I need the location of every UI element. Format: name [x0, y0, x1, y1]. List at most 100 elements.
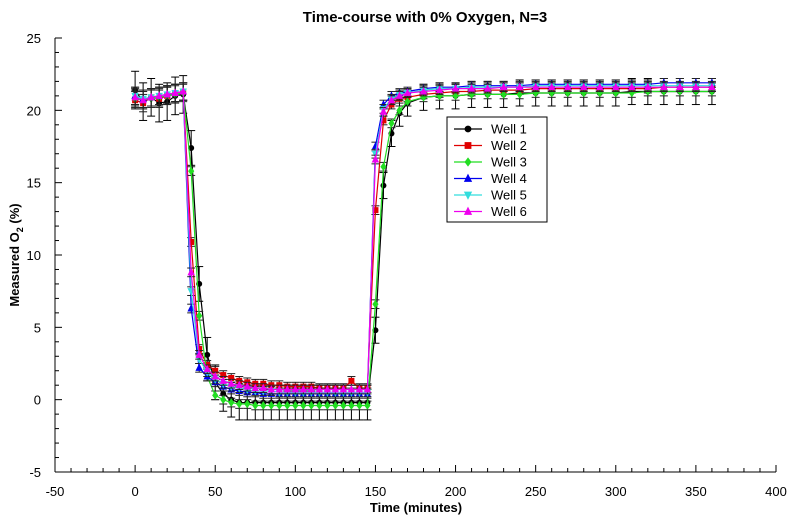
- chart-title: Time-course with 0% Oxygen, N=3: [303, 9, 547, 26]
- data-point: [204, 351, 211, 358]
- data-point: [267, 385, 276, 393]
- data-point: [171, 88, 179, 96]
- data-point: [372, 299, 379, 309]
- x-tick-label: 200: [445, 484, 467, 499]
- series-line: [134, 82, 712, 395]
- data-point: [516, 90, 523, 99]
- series-markers: [132, 84, 715, 392]
- error-bars: [131, 83, 716, 411]
- legend-label: Well 1: [491, 122, 527, 137]
- data-point: [348, 377, 355, 384]
- data-point: [228, 398, 235, 407]
- data-point: [196, 311, 203, 321]
- data-point: [315, 385, 324, 393]
- data-point: [395, 91, 404, 99]
- legend-label: Well 5: [491, 188, 527, 203]
- data-point: [227, 379, 235, 387]
- data-point: [692, 82, 700, 91]
- y-axis-label: Measured O2 (%): [7, 203, 25, 306]
- data-point: [355, 385, 364, 393]
- legend-item: Well 2: [454, 138, 527, 153]
- legend-marker: [463, 173, 473, 182]
- data-point: [332, 401, 339, 410]
- data-point: [292, 401, 299, 410]
- data-point: [155, 91, 163, 99]
- series-layer: [131, 70, 716, 421]
- x-tick-label: 150: [365, 484, 387, 499]
- legend-item: Well 3: [454, 155, 527, 170]
- y-axis-label-tail: (%): [7, 203, 22, 227]
- data-point: [483, 84, 492, 92]
- data-point: [316, 401, 323, 410]
- legend-item: Well 1: [454, 122, 527, 137]
- data-point: [435, 85, 444, 94]
- data-point: [212, 391, 219, 400]
- legend-marker: [464, 142, 472, 149]
- data-point: [291, 385, 300, 393]
- data-point: [283, 385, 292, 393]
- legend-item: Well 4: [454, 171, 527, 186]
- y-axis-label-main: Measured O: [7, 232, 22, 306]
- data-point: [612, 82, 620, 91]
- x-tick-label: 400: [765, 484, 787, 499]
- data-point: [300, 401, 307, 410]
- data-point: [188, 166, 195, 176]
- legend-label: Well 6: [491, 204, 527, 219]
- y-tick-label: 25: [27, 31, 41, 46]
- error-bars: [131, 82, 716, 393]
- data-point: [396, 106, 403, 115]
- error-bars: [131, 82, 716, 395]
- data-point: [404, 97, 411, 106]
- x-axis-label: Time (minutes): [370, 500, 462, 515]
- data-point: [323, 385, 332, 393]
- data-point: [299, 385, 308, 393]
- data-point: [260, 401, 267, 410]
- data-point: [356, 401, 363, 410]
- data-point: [331, 385, 340, 393]
- data-point: [236, 399, 243, 409]
- series-line: [134, 90, 712, 407]
- data-point: [579, 82, 588, 91]
- data-point: [499, 82, 508, 91]
- data-point: [340, 401, 347, 410]
- data-point: [371, 155, 380, 163]
- data-point: [347, 385, 356, 393]
- data-point: [147, 92, 155, 101]
- series-markers: [131, 78, 716, 397]
- legend-item: Well 6: [454, 204, 527, 219]
- data-point: [179, 87, 187, 95]
- series-markers: [131, 82, 716, 397]
- y-tick-label: 15: [27, 176, 41, 191]
- y-tick-label: 5: [34, 320, 41, 335]
- data-point: [348, 401, 355, 410]
- series-line: [134, 85, 712, 393]
- legend-marker: [463, 206, 473, 215]
- legend-marker: [463, 191, 473, 200]
- data-point: [364, 401, 371, 410]
- x-tick-label: 50: [208, 484, 222, 499]
- data-point: [676, 82, 684, 91]
- error-bars: [131, 80, 716, 398]
- series-line: [134, 89, 712, 404]
- legend-marker: [464, 157, 472, 167]
- data-point: [284, 401, 291, 410]
- data-point: [324, 401, 331, 410]
- series-1: [131, 70, 716, 421]
- data-point: [139, 95, 147, 104]
- data-point: [219, 376, 227, 384]
- data-point: [131, 92, 139, 101]
- y-axis-label-subscript: 2: [15, 227, 25, 232]
- data-point: [515, 82, 524, 91]
- data-point: [380, 182, 387, 189]
- data-point: [596, 82, 604, 91]
- data-point: [195, 363, 203, 371]
- data-point: [276, 401, 283, 410]
- data-point: [644, 82, 652, 91]
- data-point: [275, 385, 284, 393]
- data-point: [187, 267, 195, 276]
- error-bars: [131, 70, 716, 421]
- data-point: [308, 401, 315, 410]
